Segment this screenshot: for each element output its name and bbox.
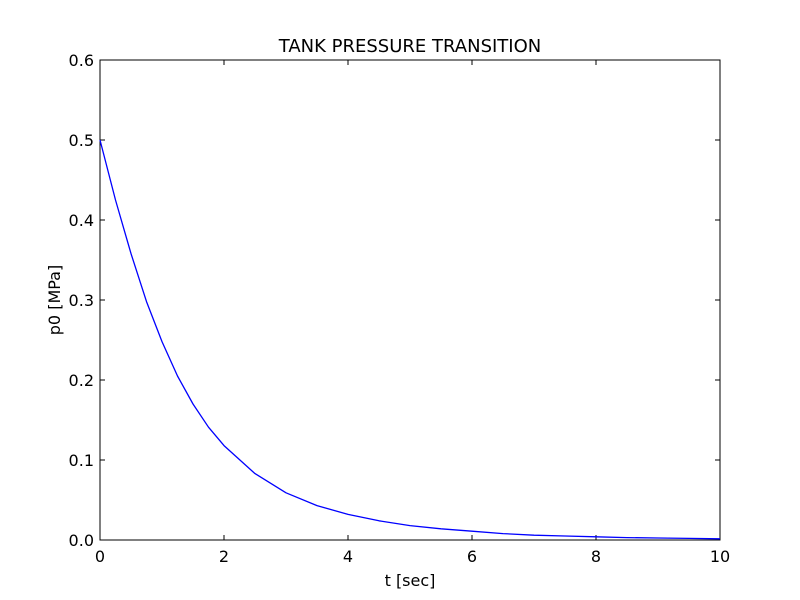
series-line-0: [99, 139, 721, 540]
y-tick-label: 0.6: [69, 51, 94, 70]
y-tick-label: 0.4: [69, 211, 94, 230]
y-tick-label: 0.2: [69, 371, 94, 390]
y-tick-label: 0.5: [69, 131, 94, 150]
chart-title: TANK PRESSURE TRANSITION: [278, 36, 542, 57]
x-tick-label: 10: [710, 547, 730, 566]
x-tick-label: 8: [591, 547, 601, 566]
x-tick-label: 2: [219, 547, 229, 566]
x-tick-label: 4: [343, 547, 353, 566]
y-tick-label: 0.3: [69, 291, 94, 310]
tick-labels: 0 2 4 6 8 10 0.0 0.1 0.2 0.3 0.4 0.5 0.6: [69, 51, 731, 566]
y-tick-label: 0.0: [69, 531, 94, 550]
x-axis-label: t [sec]: [385, 571, 436, 590]
y-tick-label: 0.1: [69, 451, 94, 470]
x-tick-label: 0: [95, 547, 105, 566]
x-tick-label: 6: [467, 547, 477, 566]
plot-area: [99, 59, 721, 541]
y-axis-label: p0 [MPa]: [45, 265, 64, 335]
series-layer: [99, 139, 721, 540]
plot-frame: [99, 59, 721, 541]
axis-ticks: [99, 59, 721, 541]
